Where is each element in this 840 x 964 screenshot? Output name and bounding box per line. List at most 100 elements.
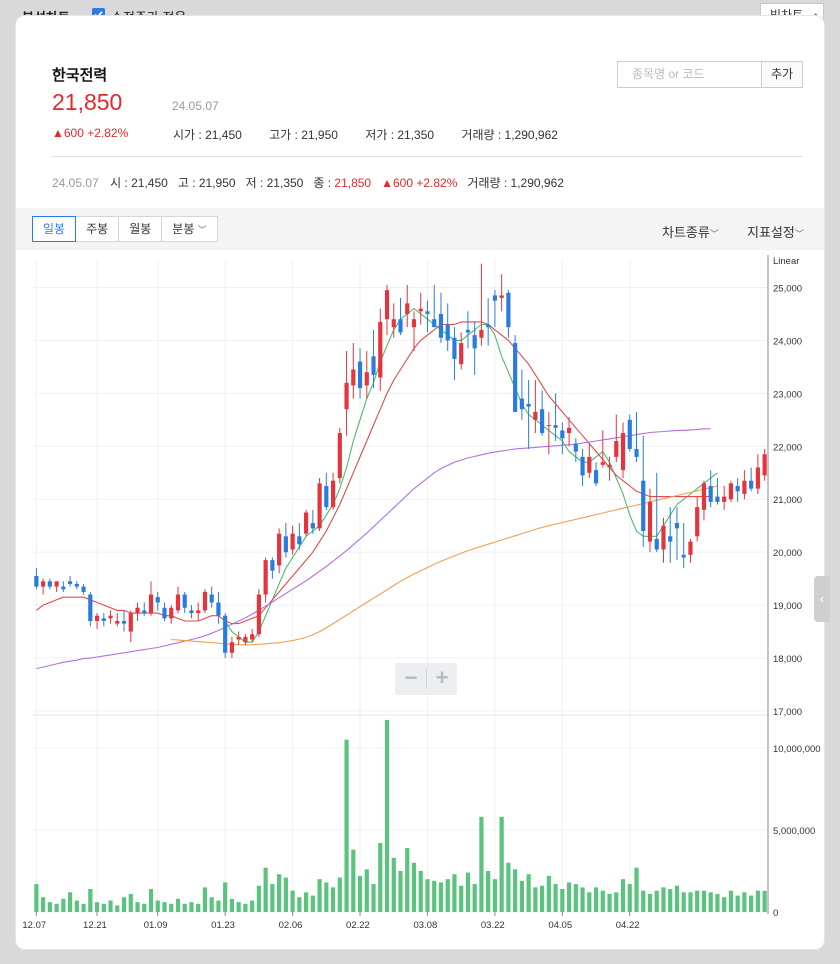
volume-bar (553, 884, 558, 912)
price-tick-label: 23,000 (773, 389, 802, 400)
volume-bar (101, 903, 106, 912)
volume-bar (209, 897, 214, 912)
collapse-panel-tab[interactable]: ‹ (814, 576, 830, 622)
zoom-out-button[interactable]: − (404, 665, 418, 690)
period-tabs: 일봉 주봉 월봉 분봉 ﹀ (32, 216, 218, 242)
x-tick-label: 02.22 (346, 920, 370, 931)
volume-tick-label: 10,000,000 (773, 744, 821, 755)
stock-chart[interactable]: Linear 17,000 18,000 19,000 20,000 21,000 22,0… (15, 245, 825, 945)
volume-bar (742, 892, 747, 912)
candle-body (438, 313, 444, 338)
x-tick-label: 02.06 (279, 920, 303, 931)
price-tick-label: 17,000 (773, 707, 802, 718)
volume-bar (371, 884, 376, 912)
volume-bar (722, 897, 727, 912)
volume-bar (681, 892, 686, 912)
volume-bar (270, 884, 275, 912)
candle-body (580, 456, 585, 476)
chart-toolbar: 일봉 주봉 월봉 분봉 ﹀ 차트종류﹀ 지표설정﹀ (16, 208, 824, 250)
candle-body (533, 411, 538, 420)
candle-body (715, 496, 720, 502)
candle-body (661, 525, 666, 550)
volume-bar (513, 869, 518, 912)
candle-body (614, 441, 619, 457)
price-tick-label: 18,000 (773, 654, 802, 665)
current-price: 21,850 (52, 89, 123, 115)
candle-body (94, 615, 100, 621)
candle-body (755, 467, 760, 489)
volume-bar (216, 900, 221, 912)
volume-bar (600, 890, 605, 912)
volume-bar (634, 867, 639, 912)
candle-body (81, 586, 86, 592)
tab-weekly[interactable]: 주봉 (76, 216, 120, 242)
volume-bar (587, 892, 592, 912)
candle-body (425, 311, 430, 314)
candle-body (34, 576, 39, 587)
price-tick-label: 22,000 (773, 442, 802, 453)
add-stock-button[interactable]: 추가 (762, 61, 803, 88)
candle-body (486, 324, 491, 328)
volume-bar (614, 892, 619, 912)
volume-bar (647, 893, 653, 912)
volume-bar (540, 885, 545, 912)
zoom-in-button[interactable]: + (435, 665, 449, 690)
volume-bar (620, 879, 626, 912)
x-tick-label: 12.07 (22, 920, 46, 931)
chart-type-dropdown[interactable]: 차트종류﹀ (662, 222, 719, 241)
candle-body (243, 636, 248, 643)
candle-body (283, 536, 288, 553)
volume-bar (115, 905, 120, 912)
volume-bar (472, 884, 477, 912)
volume-bar (661, 887, 666, 912)
candle-body (526, 403, 531, 407)
candle-body (229, 642, 235, 653)
candle-body (749, 480, 754, 489)
volume-bar (357, 875, 363, 912)
x-tick-label: 01.23 (211, 920, 235, 931)
candle-body (647, 501, 653, 542)
volume-bar (391, 857, 396, 912)
ohlc-detail-row: 24.05.07 시 : 21,450 고 : 21,950 저 : 21,35… (52, 174, 564, 191)
chart-panel: 한국전력 21,850 24.05.07 ▲600 +2.82% 시가 : 21… (15, 15, 825, 950)
stock-search-input[interactable]: 종목명 or 코드 (617, 61, 762, 88)
candle-body (169, 607, 174, 619)
candle-body (189, 610, 194, 614)
candle-body (607, 464, 612, 468)
volume-bar (432, 880, 437, 912)
candle-body (162, 607, 167, 619)
candle-body (418, 308, 423, 312)
candle-body (337, 433, 342, 479)
volume-bar (593, 887, 599, 912)
candle-body (506, 292, 511, 328)
volume-bar (668, 889, 673, 912)
candle-body (384, 290, 390, 320)
volume-bar (465, 872, 471, 912)
volume-bar (121, 897, 127, 912)
tab-monthly[interactable]: 월봉 (119, 216, 163, 242)
candle-body (142, 610, 147, 614)
volume-bar (749, 895, 754, 912)
candle-body (290, 533, 295, 550)
volume-tick-label: 5,000,000 (773, 826, 815, 837)
detail-close-label: 종 : (313, 176, 335, 190)
price-tick-label: 21,000 (773, 495, 802, 506)
volume-bar (162, 902, 167, 912)
volume-bar (452, 874, 457, 912)
volume-bar (81, 903, 86, 912)
volume-bar (41, 897, 46, 912)
candle-body (634, 448, 639, 457)
candle-body (175, 594, 181, 611)
volume-bar (418, 870, 423, 912)
x-tick-label: 01.09 (144, 920, 168, 931)
volume-bar (479, 816, 484, 912)
volume-bar (519, 880, 524, 912)
tab-daily[interactable]: 일봉 (32, 216, 77, 242)
tab-minute[interactable]: 분봉 ﹀ (162, 216, 218, 242)
candle-body (297, 536, 302, 545)
indicator-settings-dropdown[interactable]: 지표설정﹀ (747, 222, 804, 241)
candle-body (101, 618, 106, 621)
candle-body (519, 398, 524, 410)
volume-bar (196, 903, 201, 912)
candle-body (627, 419, 632, 449)
